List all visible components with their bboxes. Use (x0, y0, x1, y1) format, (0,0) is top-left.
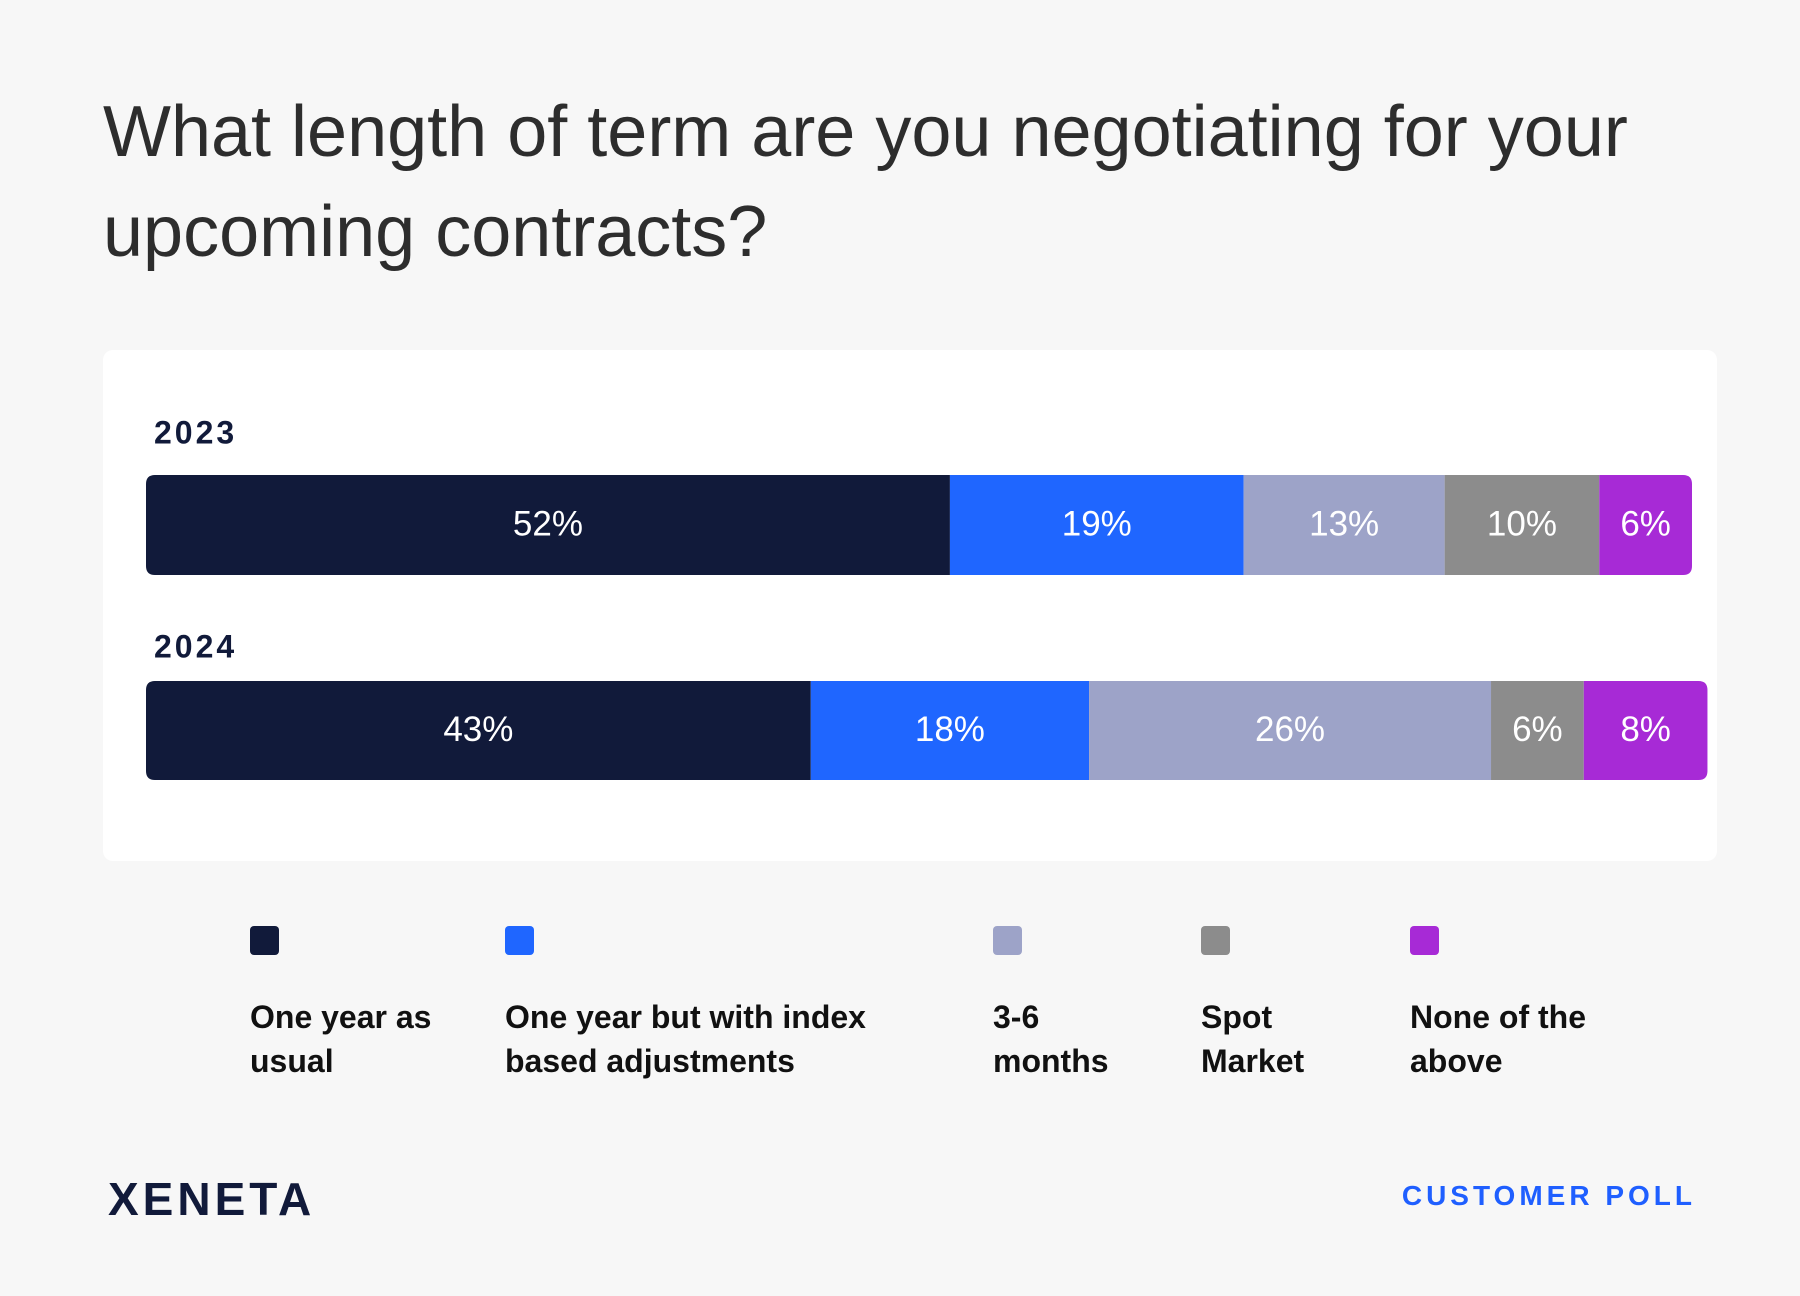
legend-label: One year but with index based adjustment… (505, 999, 866, 1079)
value-label: 43% (443, 710, 513, 749)
footer-label: CUSTOMER POLL (1401, 1180, 1696, 1211)
bar-segment (1583, 681, 1708, 780)
bar-segment (1089, 681, 1492, 780)
legend-swatch (1201, 926, 1230, 955)
value-label: 10% (1487, 504, 1557, 543)
chart-title: What length of term are you negotiating … (103, 92, 1628, 272)
value-label: 13% (1309, 504, 1379, 543)
legend-swatch (250, 926, 279, 955)
legend-swatch (505, 926, 534, 955)
legend-item: 3-6 months (993, 926, 1133, 1083)
value-label: 18% (915, 710, 985, 749)
bar-segment (146, 475, 950, 575)
legend-item: None of the above (1410, 926, 1610, 1083)
legend-label: Spot Market (1201, 999, 1305, 1079)
bar-segment (1444, 475, 1600, 575)
value-label: 6% (1620, 504, 1671, 543)
legend-item: One year but with index based adjustment… (505, 926, 945, 1083)
value-label: 19% (1062, 504, 1132, 543)
legend-label: 3-6 months (993, 999, 1109, 1079)
bar-segment (1243, 475, 1445, 575)
bar-segment (810, 681, 1090, 780)
legend-label: None of the above (1410, 999, 1586, 1079)
value-label: 52% (513, 504, 583, 543)
brand-logo: XENETA (108, 1173, 316, 1225)
legend-item: One year as usual (250, 926, 450, 1083)
value-label: 26% (1255, 710, 1325, 749)
row-label: 2023 (154, 414, 237, 450)
bar-segment (1491, 681, 1584, 780)
legend-label: One year as usual (250, 999, 432, 1079)
legend-swatch (1410, 926, 1439, 955)
legend: One year as usual One year but with index… (0, 926, 1800, 1079)
value-label: 8% (1620, 710, 1671, 749)
bar-segment (949, 475, 1244, 575)
bar-segment (1599, 475, 1692, 575)
chart: 2023 52% 19% 13% 10% 6% 2024 43% 18% 26% 6% 8% (146, 414, 1708, 780)
legend-item: Spot Market (1201, 926, 1351, 1083)
bar-segment (146, 681, 811, 780)
row-label: 2024 (154, 628, 237, 664)
value-label: 6% (1512, 710, 1563, 749)
chart-card: 2023 52% 19% 13% 10% 6% 2024 43% 18% 26% 6% 8% (103, 350, 1717, 861)
legend-swatch (993, 926, 1022, 955)
